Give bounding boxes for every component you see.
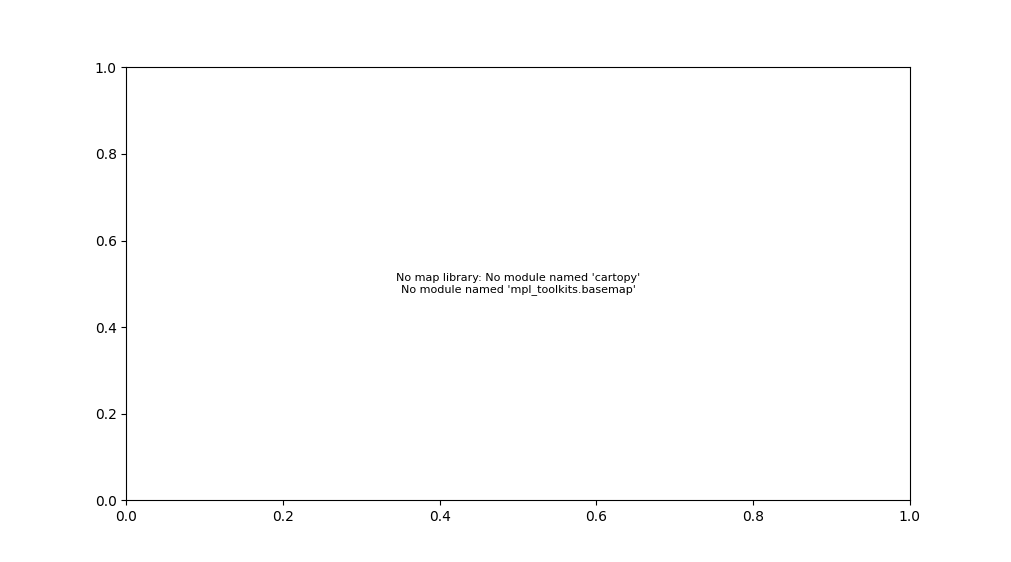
Text: No map library: No module named 'cartopy'
No module named 'mpl_toolkits.basemap': No map library: No module named 'cartopy…: [396, 273, 640, 295]
